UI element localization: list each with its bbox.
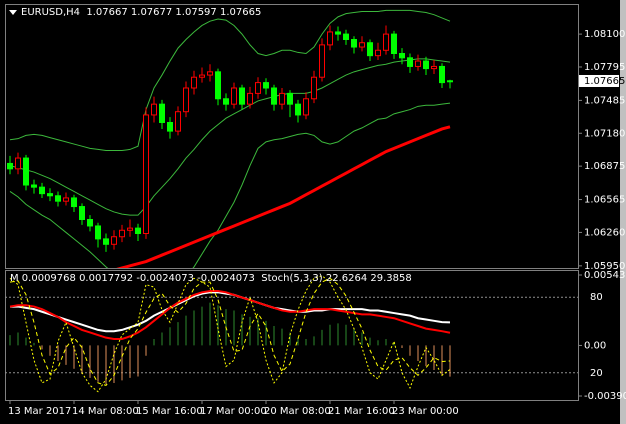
main-window <box>5 4 579 269</box>
y-tick-label: 0.00 <box>584 340 606 351</box>
candle-body <box>239 87 245 105</box>
candle-body <box>71 197 77 208</box>
candle-body <box>263 82 269 89</box>
candle-body <box>231 87 237 105</box>
candle-body <box>295 103 301 116</box>
axes: 1.08100 1.07795 1.07485 1.07180 1.06875 1.065… <box>8 29 626 417</box>
candle-body <box>327 31 333 46</box>
candle-body <box>127 227 133 231</box>
candle-body <box>31 184 37 188</box>
candle-body <box>143 114 149 235</box>
window-border <box>620 0 626 424</box>
moving-average <box>116 125 451 268</box>
y-tick-label: 1.05950 <box>584 261 625 272</box>
candle-body <box>343 33 349 40</box>
candle-body <box>423 60 429 70</box>
candle-body <box>119 229 125 238</box>
candle-body <box>63 197 69 202</box>
candle-body <box>303 98 309 116</box>
main-plot <box>7 9 453 268</box>
x-tick-label: 20 Mar 08:00 <box>264 406 331 417</box>
candle-body <box>311 76 317 100</box>
candle-body <box>103 238 109 245</box>
y2-tick-label: 20 <box>590 368 603 379</box>
candle-body <box>167 121 173 132</box>
chart-title: EURUSD,H4 1.07667 1.07677 1.07597 1.0766… <box>21 7 261 18</box>
candle-body <box>135 227 141 235</box>
candle-body <box>407 57 413 67</box>
candle-body <box>95 225 101 240</box>
candle-body <box>223 98 229 105</box>
indicator-plot <box>5 275 578 393</box>
candle-body <box>383 33 389 51</box>
candle-body <box>111 236 117 245</box>
x-tick-label: 13 Mar 2017 <box>8 406 71 417</box>
bollinger-band <box>9 58 451 216</box>
stochastic-line <box>9 277 451 386</box>
candle-body <box>47 193 53 197</box>
candle-body <box>447 80 453 83</box>
x-tick-label: 14 Mar 08:00 <box>72 406 139 417</box>
candle-body <box>287 92 293 105</box>
candle-body <box>279 92 285 105</box>
candle-body <box>247 92 253 105</box>
y-tick-label: 1.07180 <box>584 128 625 139</box>
x-tick-label: 15 Mar 16:00 <box>136 406 203 417</box>
candle-body <box>151 103 157 116</box>
current-price-label: 1.07665 <box>584 76 625 87</box>
y-tick-label: 1.07795 <box>584 62 625 73</box>
candle-body <box>431 65 437 70</box>
candle-body <box>359 42 365 48</box>
y-tick-label: 1.06875 <box>584 161 625 172</box>
x-tick-label: 21 Mar 16:00 <box>328 406 395 417</box>
candle-body <box>191 76 197 89</box>
candle-body <box>215 71 221 100</box>
y2-tick-label: 80 <box>590 292 603 303</box>
candle-body <box>183 87 189 113</box>
candle-body <box>79 206 85 220</box>
candle-body <box>391 33 397 55</box>
candle-body <box>319 44 325 78</box>
candle-body <box>367 42 373 57</box>
candle-body <box>439 65 445 84</box>
candle-body <box>7 162 13 170</box>
candle-body <box>335 31 341 35</box>
candle-body <box>271 87 277 105</box>
y-tick-label: 1.08100 <box>584 29 625 40</box>
candle-body <box>415 60 421 67</box>
candle-body <box>15 157 21 170</box>
candle-body <box>199 74 205 78</box>
indicator-line <box>9 290 451 340</box>
candle-body <box>87 218 93 227</box>
x-tick-label: 17 Mar 00:00 <box>200 406 267 417</box>
candle-body <box>255 82 261 94</box>
candle-body <box>351 38 357 48</box>
y-tick-label: 0.005437 <box>584 270 626 281</box>
candle-body <box>159 103 165 123</box>
candle-body <box>207 71 213 76</box>
x-tick-label: 23 Mar 00:00 <box>392 406 459 417</box>
bollinger-band <box>9 9 451 152</box>
current-price-box <box>579 74 619 87</box>
y-tick-label: 1.06260 <box>584 227 625 238</box>
indicator-window <box>5 270 579 401</box>
y-tick-label: -0.003903 <box>584 391 626 402</box>
bollinger-band <box>9 102 451 268</box>
candle-body <box>399 53 405 59</box>
indicator-title: M 0.0009768 0.0017792 -0.0024073 -0.0024… <box>10 273 412 284</box>
candle-body <box>55 195 61 202</box>
candle-body <box>39 186 45 195</box>
y-tick-label: 1.06565 <box>584 195 625 206</box>
candle-body <box>175 111 181 132</box>
stochastic-line <box>9 275 451 393</box>
candle-body <box>375 49 381 57</box>
symbol-icon <box>9 10 17 15</box>
candle-body <box>23 157 29 186</box>
y-tick-label: 1.07485 <box>584 95 625 106</box>
